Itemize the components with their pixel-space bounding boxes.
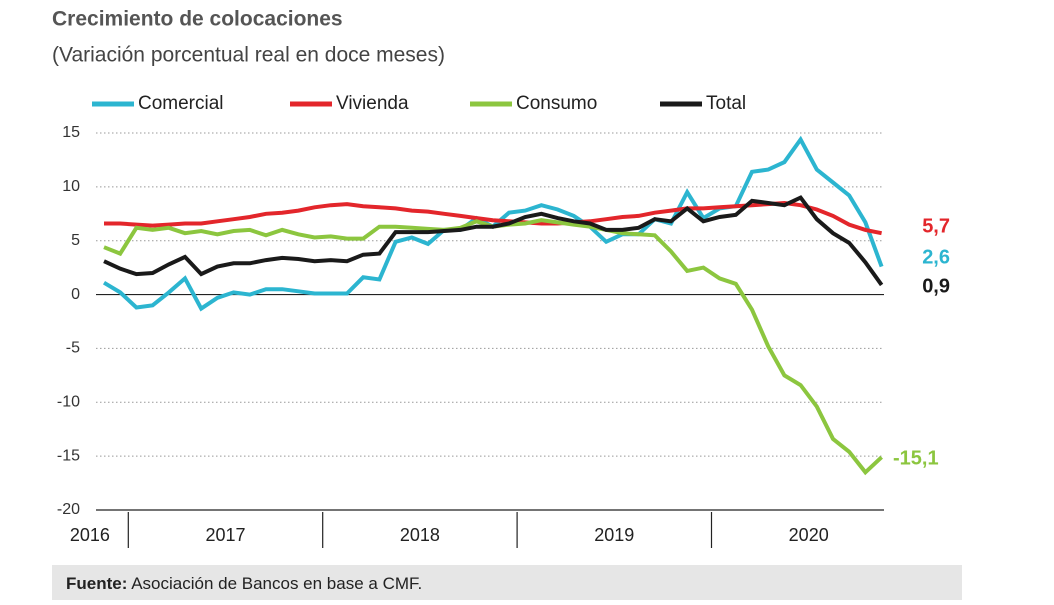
x-tick-label: 2018: [400, 525, 440, 545]
chart-title: Crecimiento de colocaciones: [52, 8, 343, 31]
y-tick-label: -15: [57, 447, 80, 464]
x-tick-label: 2019: [594, 525, 634, 545]
y-tick-label: 0: [71, 286, 80, 303]
legend-label: Consumo: [516, 93, 597, 114]
chart-subtitle: (Variación porcentual real en doce meses…: [52, 44, 445, 67]
line-series: [103, 218, 883, 476]
data-label: 0,9: [922, 275, 950, 297]
line-series: [102, 135, 884, 312]
data-label: -15,1: [893, 447, 939, 469]
source-text: Asociación de Bancos en base a CMF.: [131, 574, 422, 593]
y-tick-label: -5: [66, 340, 80, 357]
x-tick-label: 2017: [205, 525, 245, 545]
y-tick-label: 10: [62, 178, 80, 195]
line-series: [103, 195, 884, 287]
y-tick-label: -20: [57, 501, 80, 518]
y-tick-label: 5: [71, 232, 80, 249]
data-label: 5,7: [922, 215, 950, 237]
source: Fuente: Asociación de Bancos en base a C…: [66, 574, 422, 593]
legend-label: Vivienda: [336, 93, 409, 114]
legend-label: Comercial: [138, 93, 224, 114]
line-series: [104, 200, 882, 236]
data-label: 2,6: [922, 246, 950, 268]
y-tick-label: 15: [62, 124, 80, 141]
x-tick-label: 2016: [70, 525, 110, 545]
legend-label: Total: [706, 93, 746, 114]
y-tick-label: -10: [57, 394, 80, 411]
x-tick-label: 2020: [789, 525, 829, 545]
source-label: Fuente:: [66, 574, 127, 593]
source-box: [52, 565, 962, 600]
